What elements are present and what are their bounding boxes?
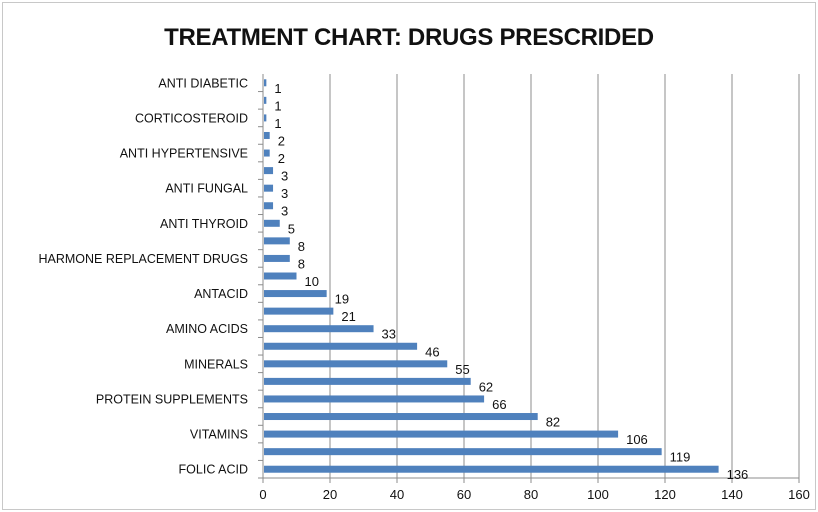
category-label: HARMONE REPLACEMENT DRUGS <box>38 252 248 266</box>
bar <box>264 254 290 262</box>
x-tick-label: 120 <box>654 487 676 502</box>
data-label: 5 <box>288 221 295 236</box>
bar <box>264 360 448 368</box>
category-label: ANTI DIABETIC <box>158 76 248 90</box>
x-tick-label: 40 <box>390 487 404 502</box>
bar <box>264 219 280 227</box>
bar <box>264 290 327 298</box>
category-label: AMINO ACIDS <box>166 322 248 336</box>
bar <box>264 430 619 438</box>
bar <box>264 131 270 139</box>
category-label: ANTI FUNGAL <box>165 182 248 196</box>
data-label: 1 <box>274 116 281 131</box>
x-tick-label: 0 <box>259 487 266 502</box>
category-label: ANTI THYROID <box>160 217 248 231</box>
data-label: 2 <box>278 151 285 166</box>
bar <box>264 325 374 333</box>
category-label: ANTACID <box>194 287 248 301</box>
x-tick-label: 60 <box>457 487 471 502</box>
bar <box>264 184 274 192</box>
bar <box>264 395 485 403</box>
bar <box>264 307 334 315</box>
bar <box>264 448 662 456</box>
x-tick-label: 160 <box>788 487 810 502</box>
x-tick-label: 100 <box>587 487 609 502</box>
data-label: 1 <box>274 81 281 96</box>
data-label: 46 <box>425 344 439 359</box>
data-label: 33 <box>382 327 396 342</box>
category-label: FOLIC ACID <box>179 463 248 477</box>
bar <box>264 377 471 385</box>
category-label: VITAMINS <box>190 428 248 442</box>
bar <box>264 79 267 87</box>
chart-title: TREATMENT CHART: DRUGS PRESCRIDED <box>164 24 654 51</box>
bar <box>264 96 267 104</box>
data-label: 3 <box>281 204 288 219</box>
data-label: 62 <box>479 379 493 394</box>
bar <box>264 149 270 157</box>
data-label: 19 <box>335 292 349 307</box>
category-label: PROTEIN SUPPLEMENTS <box>96 392 248 406</box>
bar <box>264 272 297 280</box>
data-label: 136 <box>727 467 749 482</box>
bar <box>264 167 274 175</box>
bar <box>264 114 267 122</box>
data-label: 21 <box>341 309 355 324</box>
x-tick-label: 80 <box>524 487 538 502</box>
data-label: 66 <box>492 397 506 412</box>
data-label: 119 <box>670 450 691 465</box>
data-label: 2 <box>278 133 285 148</box>
data-label: 82 <box>546 415 560 430</box>
data-label: 55 <box>455 362 469 377</box>
bar <box>264 465 719 473</box>
data-label: 8 <box>298 239 305 254</box>
data-label: 1 <box>274 98 281 113</box>
data-label: 10 <box>305 274 319 289</box>
x-tick-label: 20 <box>323 487 337 502</box>
category-label: MINERALS <box>184 357 248 371</box>
category-label: ANTI HYPERTENSIVE <box>120 147 248 161</box>
category-label: CORTICOSTEROID <box>135 111 248 125</box>
data-label: 106 <box>626 432 648 447</box>
data-label: 8 <box>298 256 305 271</box>
x-tick-label: 140 <box>721 487 743 502</box>
data-label: 3 <box>281 186 288 201</box>
bar <box>264 413 538 421</box>
data-label: 3 <box>281 169 288 184</box>
bar <box>264 237 290 245</box>
bar <box>264 342 418 350</box>
bar <box>264 202 274 210</box>
